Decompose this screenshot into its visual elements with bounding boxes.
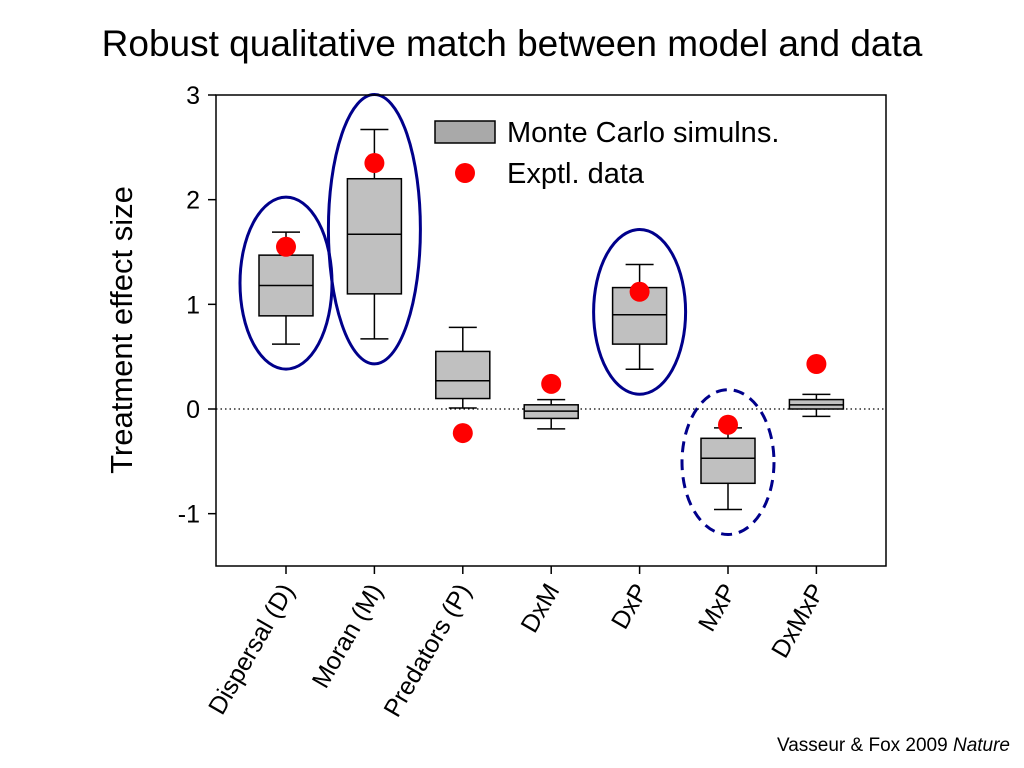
legend-point-swatch: [455, 163, 475, 183]
data-point-0: [276, 236, 296, 257]
x-tick-label: Predators (P): [378, 579, 477, 722]
citation-text: Vasseur & Fox 2009: [776, 735, 948, 756]
data-point-1: [364, 153, 385, 174]
y-tick-label: 0: [186, 396, 200, 424]
data-point-4: [629, 281, 650, 302]
simulation-boxes: [258, 128, 845, 511]
x-tick-label: Moran (M): [307, 579, 389, 693]
data-point-5: [718, 414, 738, 435]
box-0: [258, 231, 314, 345]
legend-box-swatch: [434, 120, 496, 144]
citation-journal: Nature: [952, 735, 1010, 756]
data-point-3: [541, 373, 562, 394]
x-tick-label: MxP: [693, 579, 742, 636]
legend-box-label: Monte Carlo simulns.: [507, 117, 779, 149]
y-tick-label: 3: [186, 82, 200, 110]
slide-title: Robust qualitative match between model a…: [101, 23, 923, 64]
x-tick-label: DxMxP: [766, 579, 831, 663]
highlight-ellipse-5: [680, 388, 776, 536]
box-3: [523, 398, 579, 430]
box-6: [788, 393, 845, 418]
data-point-2: [452, 423, 473, 444]
box-2: [435, 326, 491, 409]
y-axis-label: Treatment effect size: [104, 186, 139, 474]
box-body: [346, 177, 403, 295]
data-point-6: [806, 353, 827, 374]
y-tick-label: 2: [186, 187, 200, 215]
box-4: [611, 263, 668, 370]
box-1: [346, 128, 403, 340]
y-tick-label: -1: [178, 501, 200, 529]
box-body: [435, 350, 491, 400]
x-tick-label: DxM: [515, 579, 565, 638]
y-axis: -1 0 1 2 3: [178, 82, 216, 529]
legend-point-label: Exptl. data: [507, 158, 645, 190]
citation: Vasseur & Fox 2009 Nature: [777, 735, 1010, 757]
x-tick-label: DxP: [606, 579, 654, 634]
box-body: [700, 437, 756, 485]
x-axis: Dispersal (D) Moran (M)Predators (P) DxM Dx…: [203, 566, 831, 722]
x-tick-label: Dispersal (D): [203, 579, 300, 719]
legend: Monte Carlo simulns. Exptl. data: [434, 117, 779, 190]
box-5: [700, 427, 756, 511]
y-tick-label: 1: [186, 291, 200, 319]
highlight-ellipse-4: [592, 228, 688, 396]
experimental-points: [276, 153, 827, 444]
